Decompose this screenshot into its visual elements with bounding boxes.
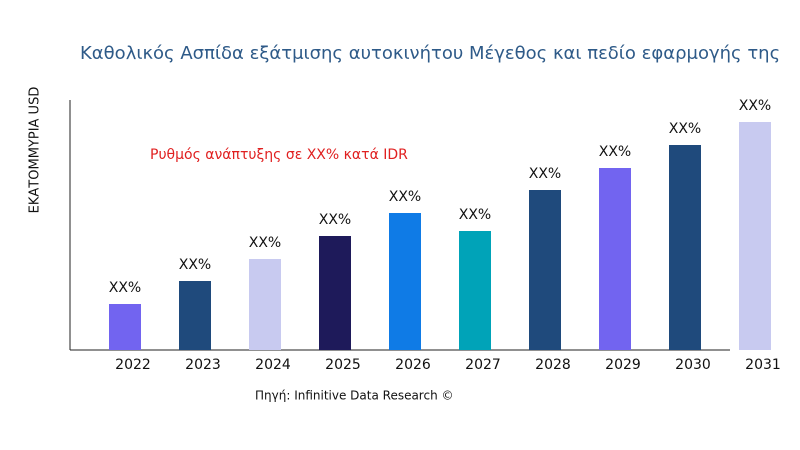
value-label: XX% — [739, 98, 771, 114]
value-label: XX% — [459, 207, 491, 223]
x-tick-label: 2027 — [465, 357, 501, 373]
bar — [739, 122, 771, 350]
x-tick-label: 2022 — [115, 357, 151, 373]
x-tick-label: 2026 — [395, 357, 431, 373]
x-tick-label: 2024 — [255, 357, 291, 373]
bar — [179, 281, 211, 350]
bar — [249, 259, 281, 350]
y-axis-label: ΕΚΑΤΟΜΜΥΡΙΑ USD — [28, 87, 43, 214]
chart-title: Καθολικός Ασπίδα εξάτμισης αυτοκινήτου Μ… — [80, 43, 780, 64]
bar — [599, 168, 631, 350]
bar — [389, 213, 421, 350]
bar — [669, 145, 701, 350]
x-tick-label: 2029 — [605, 357, 641, 373]
value-label: XX% — [179, 257, 211, 273]
bar — [109, 304, 141, 350]
value-label: XX% — [599, 144, 631, 160]
annotation: Ρυθμός ανάπτυξης σε XX% κατά IDR — [150, 147, 408, 163]
source: Πηγή: Infinitive Data Research © — [255, 389, 454, 403]
bar — [529, 190, 561, 350]
value-label: XX% — [389, 189, 421, 205]
x-tick-label: 2030 — [675, 357, 711, 373]
value-label: XX% — [109, 280, 141, 296]
value-label: XX% — [319, 212, 351, 228]
x-tick-label: 2031 — [745, 357, 781, 373]
value-label: XX% — [249, 235, 281, 251]
x-tick-label: 2025 — [325, 357, 361, 373]
value-label: XX% — [669, 121, 701, 137]
bar — [319, 236, 351, 350]
value-label: XX% — [529, 166, 561, 182]
x-tick-label: 2023 — [185, 357, 221, 373]
x-tick-label: 2028 — [535, 357, 571, 373]
bar — [459, 231, 491, 350]
